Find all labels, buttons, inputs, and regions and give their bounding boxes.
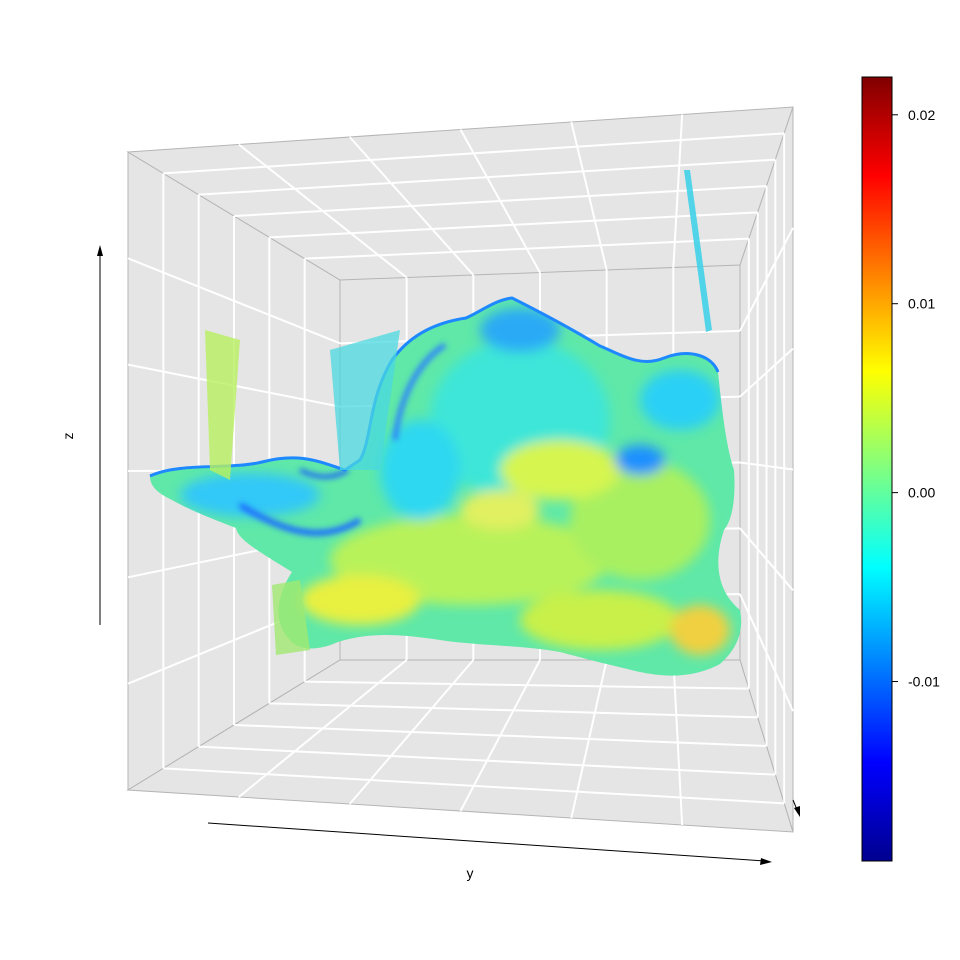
y-axis-label: y <box>467 865 474 881</box>
colorbar-tick-label: 0.00 <box>908 485 935 501</box>
colorbar-tick-label: 0.01 <box>908 296 935 312</box>
colorbar-tick-label: -0.01 <box>908 674 940 690</box>
z-axis-arrow <box>97 245 103 625</box>
z-axis-label: z <box>60 433 76 440</box>
colorbar-tick-label: 0.02 <box>908 107 935 123</box>
x-axis-arrow <box>792 799 800 817</box>
colorbar-ticks: -0.01 0.00 0.01 0.02 <box>892 107 940 690</box>
y-axis-arrow <box>207 822 772 865</box>
colorbar: -0.01 0.00 0.01 0.02 <box>861 76 940 862</box>
colorbar-gradient <box>861 76 893 862</box>
